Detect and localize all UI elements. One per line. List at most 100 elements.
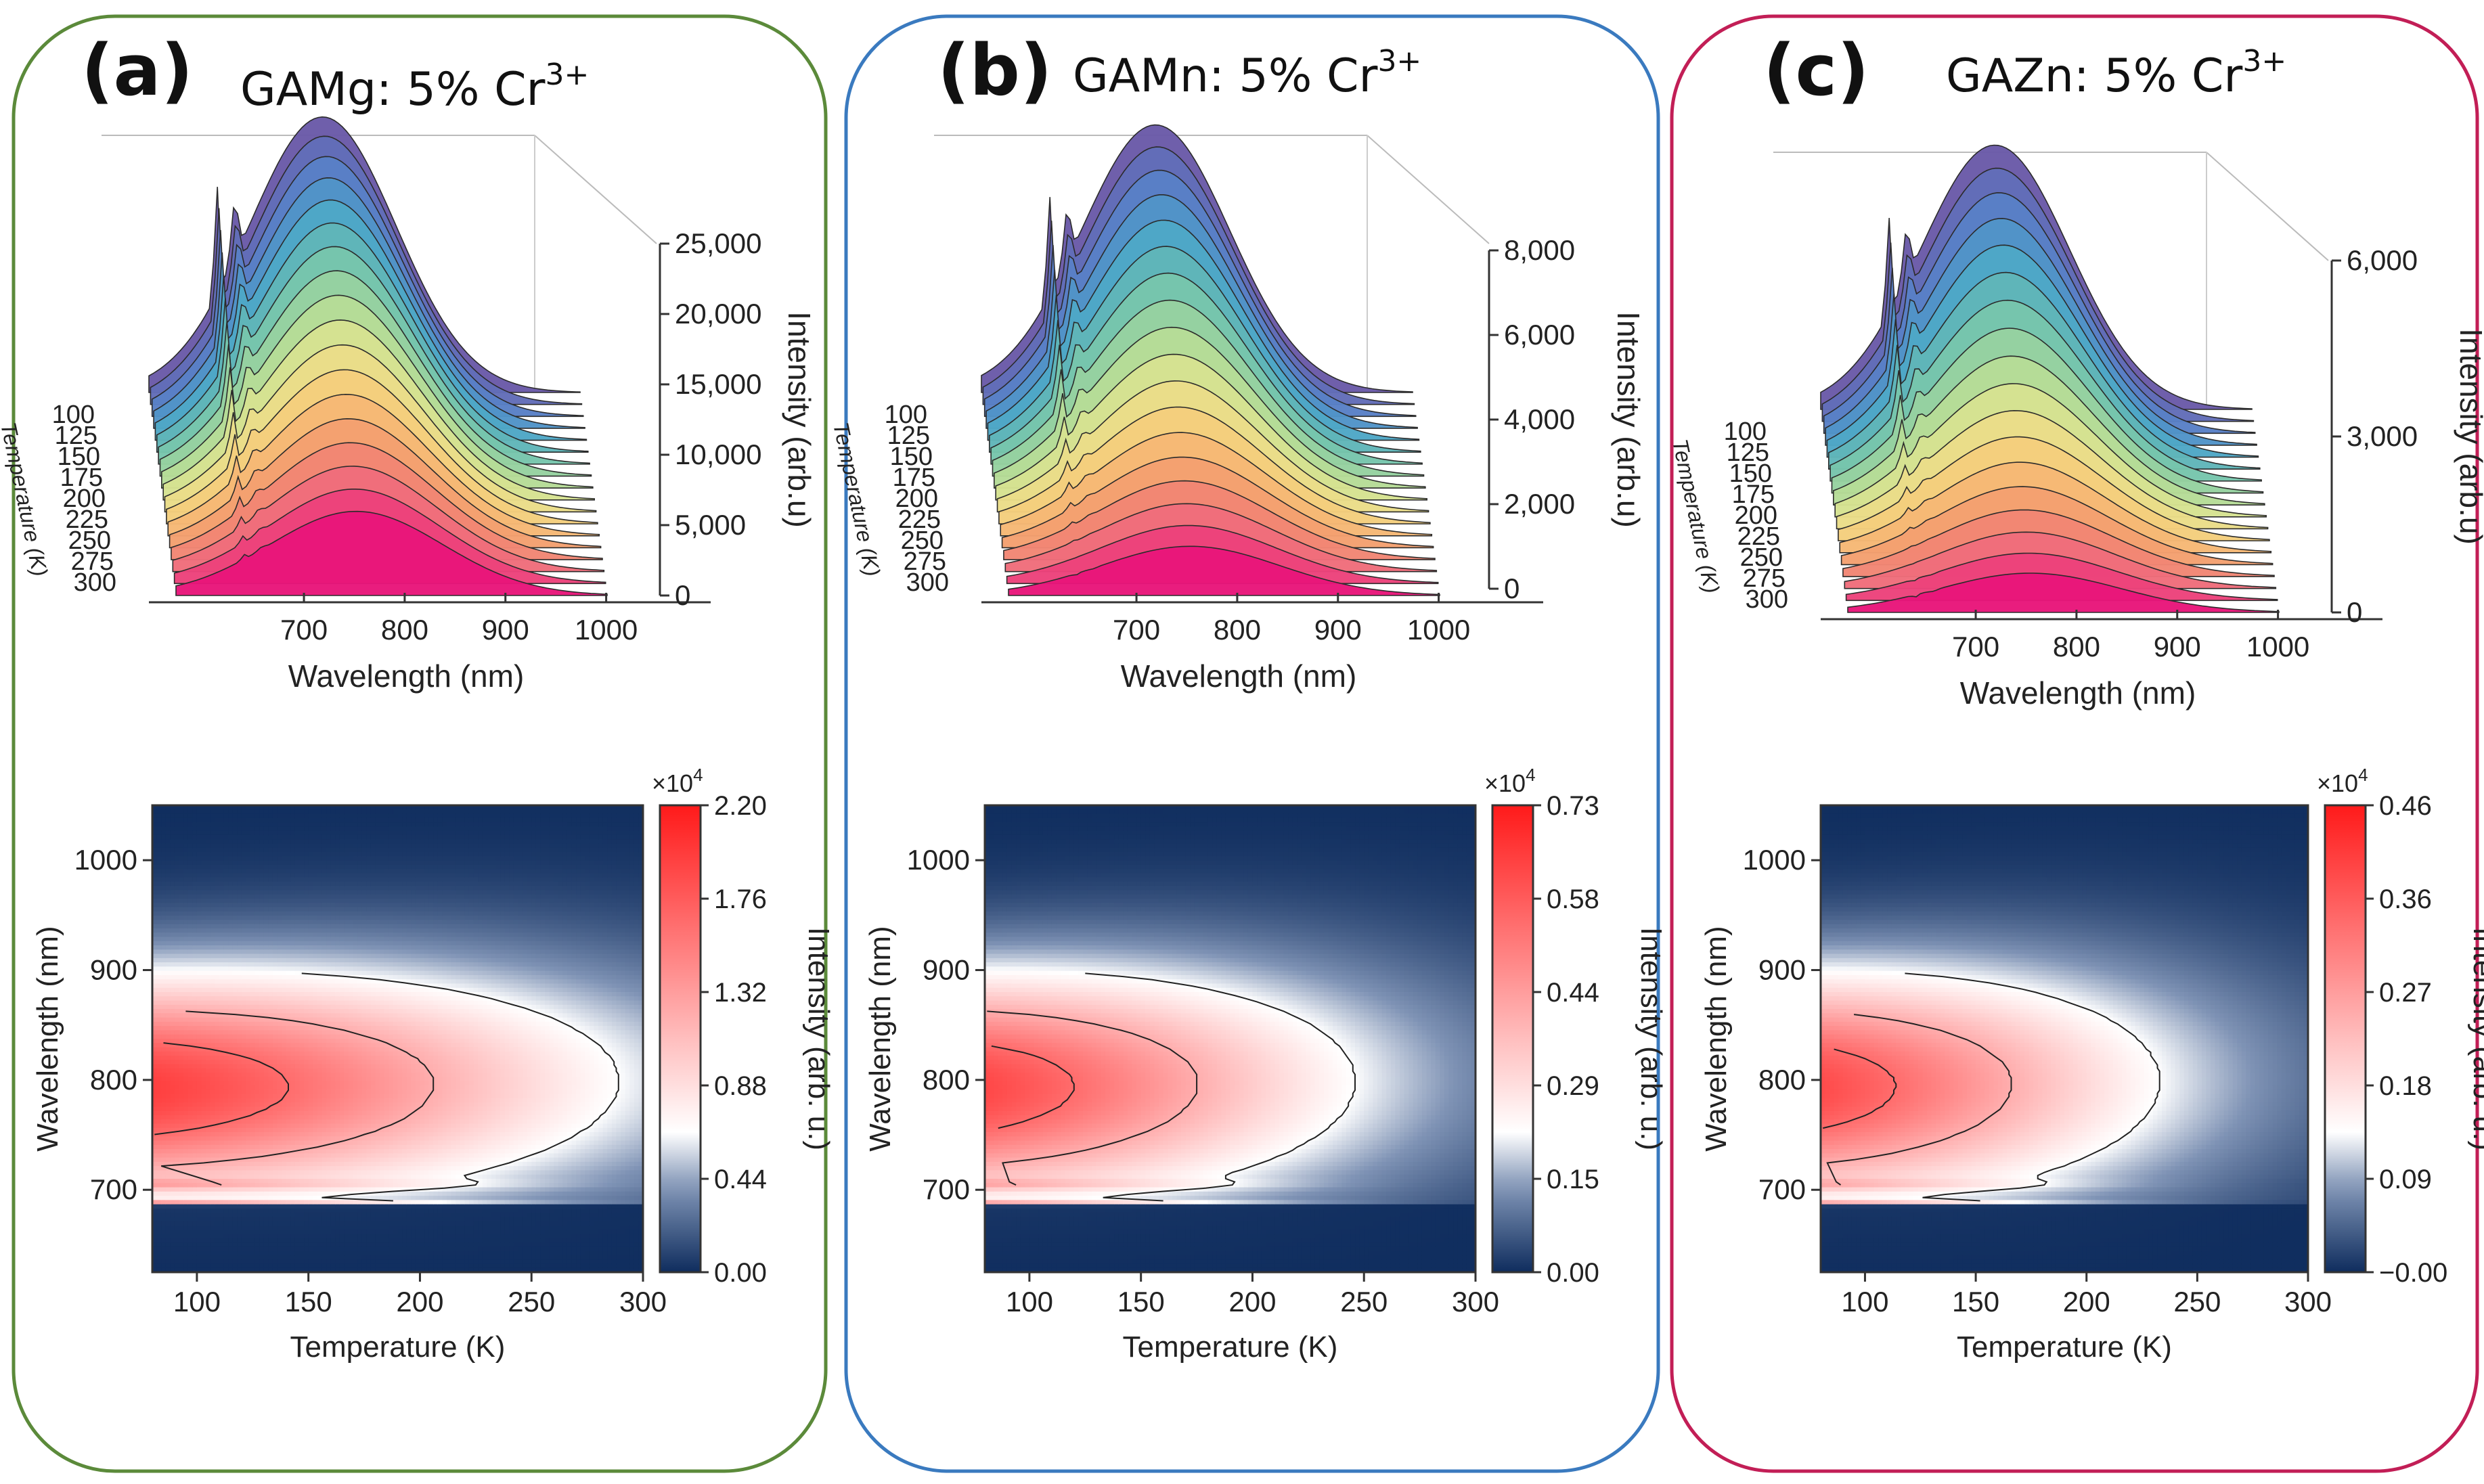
heatmap-cell: [223, 924, 229, 929]
heatmap-cell: [263, 805, 269, 810]
heatmap-cell: [196, 911, 202, 916]
heatmap-cell: [179, 847, 184, 853]
heatmap-cell: [286, 881, 291, 886]
heatmap-cell: [286, 941, 291, 946]
heatmap-cell: [304, 1039, 309, 1043]
heatmap-cell: [259, 1017, 265, 1022]
heatmap-cell: [339, 1119, 345, 1125]
heatmap-cell: [232, 1073, 238, 1078]
heatmap-cell: [259, 1064, 265, 1069]
heatmap-cell: [156, 1081, 162, 1086]
heatmap-cell: [299, 1234, 305, 1239]
heatmap-cell: [277, 903, 282, 908]
heatmap-cell: [286, 1064, 291, 1069]
heatmap-cell: [161, 1161, 167, 1167]
heatmap-cell: [321, 1187, 327, 1192]
heatmap-cell: [183, 1060, 189, 1065]
heatmap-cell: [344, 1106, 349, 1112]
heatmap-cell: [263, 1089, 269, 1095]
heatmap-cell: [174, 953, 180, 959]
heatmap-cell: [299, 1106, 305, 1112]
heatmap-cell: [241, 924, 247, 929]
heatmap-cell: [201, 1251, 206, 1256]
heatmap-cell: [254, 1217, 260, 1222]
heatmap-cell: [228, 996, 234, 1002]
heatmap-cell: [210, 1174, 215, 1179]
heatmap-cell: [339, 1259, 345, 1265]
heatmap-cell: [232, 822, 238, 827]
heatmap-cell: [192, 1166, 198, 1171]
heatmap-cell: [179, 1098, 184, 1103]
heatmap-cell: [215, 1013, 220, 1018]
heatmap-cell: [241, 983, 247, 989]
heatmap-cell: [339, 1149, 345, 1154]
heatmap-cell: [192, 962, 198, 967]
heatmap-cell: [246, 1123, 251, 1129]
heatmap-cell: [228, 1179, 234, 1184]
heatmap-cell: [272, 1166, 278, 1171]
heatmap-cell: [321, 1013, 327, 1018]
heatmap-cell: [210, 826, 215, 832]
heatmap-cell: [246, 1217, 251, 1222]
heatmap-cell: [290, 830, 296, 836]
heatmap-cell: [308, 1144, 313, 1150]
heatmap-cell: [201, 907, 206, 912]
heatmap-cell: [219, 1259, 225, 1265]
heatmap-cell: [263, 1149, 269, 1154]
heatmap-cell: [161, 996, 167, 1002]
heatmap-cell: [201, 1226, 206, 1230]
heatmap-cell: [272, 1267, 278, 1273]
heatmap-cell: [317, 822, 323, 827]
heatmap-cell: [259, 817, 265, 823]
heatmap-cell: [294, 1030, 301, 1035]
heatmap-cell: [330, 924, 336, 929]
heatmap-cell: [232, 932, 238, 938]
heatmap-cell: [210, 920, 215, 925]
heatmap-cell: [165, 945, 171, 950]
heatmap-cell: [308, 1200, 313, 1205]
heatmap-cell: [174, 890, 180, 895]
heatmap-cell: [286, 1132, 291, 1137]
heatmap-cell: [290, 1094, 296, 1099]
heatmap-cell: [349, 805, 354, 810]
heatmap-cell: [232, 1179, 238, 1184]
heatmap-cell: [246, 1119, 251, 1125]
heatmap-cell: [294, 843, 301, 849]
heatmap-cell: [321, 1030, 327, 1035]
heatmap-cell: [179, 966, 184, 972]
heatmap-cell: [228, 928, 234, 933]
heatmap-cell: [165, 996, 171, 1002]
heatmap-cell: [192, 1140, 198, 1146]
heatmap-cell: [286, 1110, 291, 1116]
heatmap-cell: [161, 1106, 167, 1112]
heatmap-cell: [344, 1263, 349, 1269]
heatmap-cell: [277, 843, 282, 849]
heatmap-cell: [215, 1213, 220, 1218]
heatmap-cell: [277, 1183, 282, 1188]
heatmap-cell: [246, 1098, 251, 1103]
heatmap-cell: [192, 1123, 198, 1129]
heatmap-cell: [299, 903, 305, 908]
heatmap-cell: [330, 1039, 336, 1043]
heatmap-cell: [170, 1102, 175, 1107]
heatmap-cell: [339, 843, 345, 849]
heatmap-cell: [241, 1127, 247, 1133]
heatmap-cell: [313, 873, 318, 878]
heatmap-cell: [286, 1013, 291, 1018]
heatmap-cell: [187, 966, 193, 972]
heatmap-cell: [250, 1213, 256, 1218]
heatmap-cell: [304, 937, 309, 942]
heatmap-cell: [299, 1153, 305, 1159]
heatmap-cell: [317, 979, 323, 985]
heatmap-cell: [237, 1017, 242, 1022]
heatmap-cell: [241, 1034, 247, 1039]
heatmap-cell: [282, 1073, 287, 1078]
heatmap-cell: [161, 1098, 167, 1103]
heatmap-cell: [330, 1179, 336, 1184]
heatmap-cell: [321, 970, 327, 976]
heatmap-cell: [308, 1255, 313, 1260]
heatmap-cell: [268, 1166, 273, 1171]
heatmap-cell: [192, 1102, 198, 1107]
heatmap-cell: [183, 881, 189, 886]
heatmap-cell: [192, 1196, 198, 1200]
